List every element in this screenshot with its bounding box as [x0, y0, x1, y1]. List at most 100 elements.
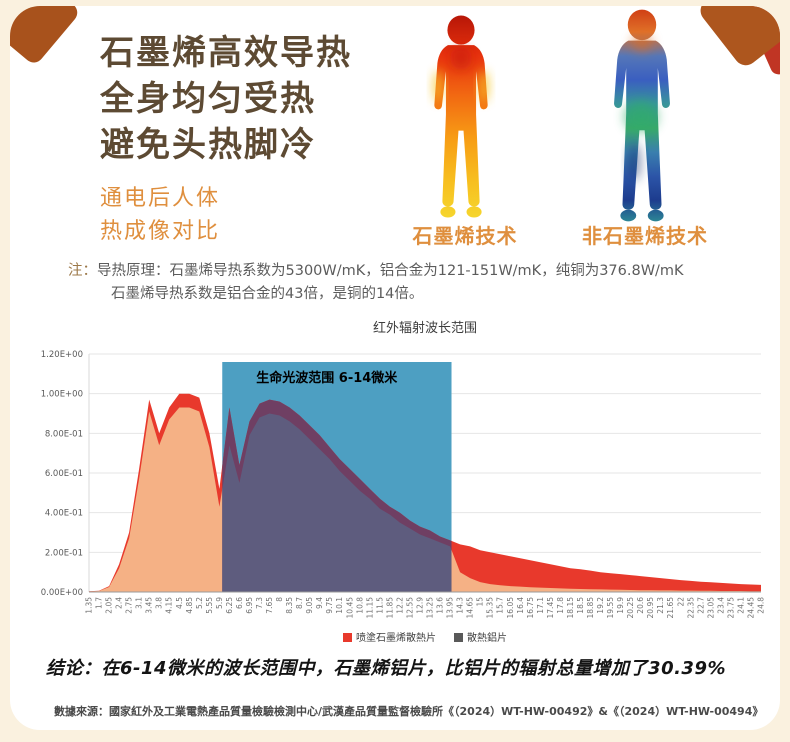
svg-text:17.1: 17.1 [536, 597, 545, 614]
svg-text:19.55: 19.55 [606, 597, 615, 619]
svg-text:23.4: 23.4 [716, 597, 725, 614]
svg-text:8.7: 8.7 [295, 597, 304, 609]
svg-text:10.8: 10.8 [355, 597, 364, 614]
svg-text:14.65: 14.65 [466, 597, 475, 619]
svg-text:11.5: 11.5 [375, 597, 384, 614]
svg-text:0.00E+00: 0.00E+00 [41, 588, 83, 598]
svg-text:18.85: 18.85 [586, 597, 595, 619]
svg-text:3.8: 3.8 [155, 597, 164, 609]
svg-text:2.4: 2.4 [115, 597, 124, 609]
headline-line-2: 全身均匀受热 [100, 79, 316, 119]
svg-text:24.1: 24.1 [736, 597, 745, 614]
note-line-1: 注：导热原理：石墨烯导热系数为5300W/mK，铝合金为121-151W/mK，… [68, 260, 758, 283]
svg-text:13.25: 13.25 [426, 597, 435, 619]
content-card: 石墨烯高效导热 全身均匀受热 避免头热脚冷 通电后人体 热成像对比 [10, 6, 780, 730]
svg-text:5.9: 5.9 [215, 597, 224, 609]
svg-text:16.05: 16.05 [506, 597, 515, 619]
data-source-text: 數據來源：國家紅外及工業電熱產品質量檢驗檢測中心/武漢產品質量監督檢驗所《（20… [54, 705, 764, 718]
svg-text:8: 8 [275, 597, 284, 602]
svg-text:3.1: 3.1 [135, 597, 144, 609]
svg-text:1.7: 1.7 [95, 597, 104, 609]
svg-text:7.3: 7.3 [255, 597, 264, 609]
svg-text:4.15: 4.15 [165, 597, 174, 614]
svg-text:4.85: 4.85 [185, 597, 194, 614]
svg-text:6.25: 6.25 [225, 597, 234, 614]
svg-text:2.05: 2.05 [105, 597, 114, 614]
svg-text:21.3: 21.3 [656, 597, 665, 614]
corner-decoration-top-left [10, 6, 82, 67]
radiation-chart: 红外辐射波长范围 0.00E+00 2.00E-01 4.00E-01 6.00E-01… [35, 316, 775, 650]
headline: 石墨烯高效导热 全身均匀受热 避免头热脚冷 [100, 30, 352, 168]
svg-text:7.65: 7.65 [265, 597, 274, 614]
svg-text:9.75: 9.75 [325, 597, 334, 614]
svg-text:9.05: 9.05 [305, 597, 314, 614]
svg-text:15.7: 15.7 [496, 597, 505, 614]
svg-text:8.00E-01: 8.00E-01 [45, 429, 83, 439]
svg-text:24.45: 24.45 [746, 597, 755, 619]
svg-text:16.75: 16.75 [526, 597, 535, 619]
svg-text:23.75: 23.75 [726, 597, 735, 619]
svg-text:12.9: 12.9 [415, 597, 424, 614]
label-graphene-tech: 石墨烯技术 [412, 224, 518, 248]
svg-text:2.75: 2.75 [125, 597, 134, 614]
svg-text:1.35: 1.35 [85, 597, 94, 614]
svg-text:20.6: 20.6 [636, 597, 645, 614]
svg-text:14.3: 14.3 [456, 597, 465, 614]
body-silhouette [434, 15, 488, 218]
svg-text:2.00E-01: 2.00E-01 [45, 548, 83, 558]
svg-text:18.15: 18.15 [566, 597, 575, 619]
svg-text:11.15: 11.15 [365, 597, 374, 619]
headline-line-1: 石墨烯高效导热 [100, 33, 352, 73]
svg-text:20.95: 20.95 [646, 597, 655, 619]
note-prefix: 注： [68, 263, 97, 279]
svg-text:15: 15 [476, 597, 485, 607]
svg-text:1.00E+00: 1.00E+00 [41, 390, 83, 400]
svg-text:17.45: 17.45 [546, 597, 555, 619]
svg-text:红外辐射波长范围: 红外辐射波长范围 [373, 320, 477, 336]
note-text-2: 石墨烯导热系数是铝合金的43倍，是铜的14倍。 [111, 286, 424, 302]
svg-text:22.7: 22.7 [696, 597, 705, 614]
svg-text:10.45: 10.45 [345, 597, 354, 619]
svg-text:4.00E-01: 4.00E-01 [45, 509, 83, 519]
svg-text:22: 22 [676, 597, 685, 607]
svg-text:6.6: 6.6 [235, 597, 244, 609]
svg-text:5.55: 5.55 [205, 597, 214, 614]
svg-text:19.9: 19.9 [616, 597, 625, 614]
label-non-graphene-tech: 非石墨烯技术 [582, 224, 708, 248]
svg-text:6.00E-01: 6.00E-01 [45, 469, 83, 479]
svg-text:4.5: 4.5 [175, 597, 184, 609]
note: 注：导热原理：石墨烯导热系数为5300W/mK，铝合金为121-151W/mK，… [68, 260, 758, 306]
headline-line-3: 避免头热脚冷 [100, 125, 316, 165]
svg-text:13.6: 13.6 [436, 597, 445, 614]
svg-text:12.55: 12.55 [405, 597, 414, 619]
subheadline: 通电后人体 热成像对比 [100, 182, 220, 248]
note-text-1: 导热原理：石墨烯导热系数为5300W/mK，铝合金为121-151W/mK，纯铜… [97, 263, 684, 279]
svg-text:13.95: 13.95 [446, 597, 455, 619]
svg-text:15.35: 15.35 [486, 597, 495, 619]
svg-text:5.2: 5.2 [195, 597, 204, 609]
thermal-figure-non-graphene [586, 8, 698, 224]
svg-text:20.25: 20.25 [626, 597, 635, 619]
svg-text:19.2: 19.2 [596, 597, 605, 614]
svg-text:22.35: 22.35 [686, 597, 695, 619]
radiation-chart-svg: 红外辐射波长范围 0.00E+00 2.00E-01 4.00E-01 6.00E-01… [41, 320, 766, 644]
subheadline-line-1: 通电后人体 [100, 186, 221, 211]
svg-text:10.1: 10.1 [335, 597, 344, 614]
svg-text:12.2: 12.2 [395, 597, 404, 614]
svg-text:8.35: 8.35 [285, 597, 294, 614]
svg-text:21.65: 21.65 [666, 597, 675, 619]
svg-text:11.85: 11.85 [385, 597, 394, 619]
svg-text:1.20E+00: 1.20E+00 [41, 350, 83, 360]
svg-text:16.4: 16.4 [516, 597, 525, 614]
svg-text:喷塗石墨烯散熱片: 喷塗石墨烯散熱片 [356, 631, 436, 644]
svg-text:23.05: 23.05 [706, 597, 715, 619]
svg-text:9.4: 9.4 [315, 597, 324, 609]
svg-text:18.5: 18.5 [576, 597, 585, 614]
svg-text:17.8: 17.8 [556, 597, 565, 614]
thermal-body-graphene-image [432, 15, 490, 218]
subheadline-line-2: 热成像对比 [100, 219, 221, 244]
svg-text:24.8: 24.8 [757, 597, 766, 614]
svg-text:3.45: 3.45 [145, 597, 154, 614]
svg-text:散熱鋁片: 散熱鋁片 [467, 631, 507, 644]
